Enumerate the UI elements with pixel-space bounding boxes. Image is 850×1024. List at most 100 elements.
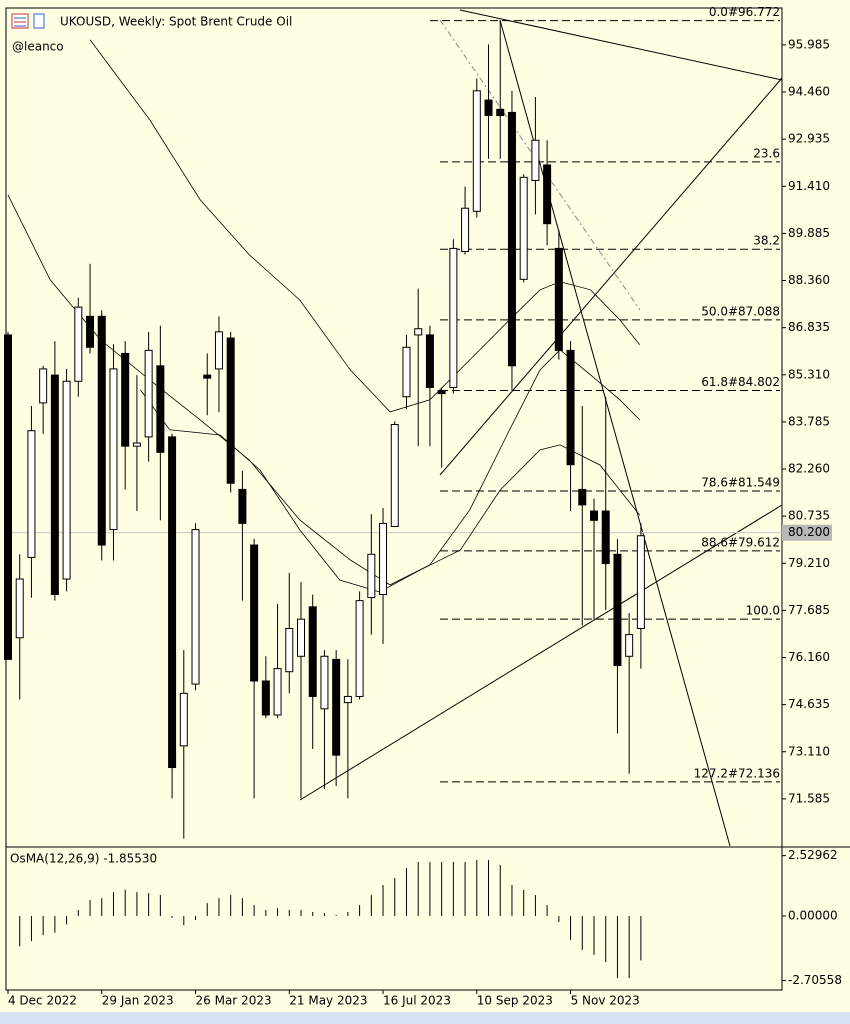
x-tick-label: 5 Nov 2023: [571, 994, 640, 1008]
y-tick-label: 91.410: [788, 179, 830, 193]
candle-body: [414, 328, 423, 336]
candle-body: [144, 349, 153, 438]
last-price-label: 80.200: [788, 525, 830, 539]
x-tick-label: 29 Jan 2023: [102, 994, 174, 1008]
candle-body: [613, 553, 622, 667]
y-tick-label: 0.00000: [788, 909, 838, 923]
candle-body: [590, 510, 599, 521]
candle-body: [39, 368, 48, 404]
candle-body: [601, 510, 610, 565]
candle-body: [109, 368, 118, 531]
candle-body: [226, 337, 235, 484]
candle-body: [121, 352, 130, 447]
candle-body: [191, 529, 200, 685]
candle-body: [519, 176, 528, 280]
chart-title: UKOUSD, Weekly: Spot Brent Crude Oil: [60, 15, 292, 29]
candle-body: [285, 627, 294, 673]
y-tick-label: 80.735: [788, 509, 830, 523]
candle-body: [3, 334, 12, 660]
candle-body: [320, 655, 329, 710]
candle-body: [261, 680, 270, 716]
candle-body: [97, 315, 106, 546]
y-tick-label: 76.160: [788, 650, 830, 664]
fib-label: 88.6#79.612: [701, 535, 780, 549]
fib-label: 0.0#96.772: [709, 5, 780, 19]
candle-body: [179, 692, 188, 747]
candle-body: [332, 658, 341, 756]
y-tick-label: 83.785: [788, 414, 830, 428]
candle-body: [461, 207, 470, 252]
fib-label: 100.0: [746, 604, 780, 618]
y-tick-label: 85.310: [788, 367, 830, 381]
candle-body: [214, 331, 223, 370]
y-tick-label: 74.635: [788, 697, 830, 711]
candle-body: [86, 315, 95, 348]
trendline: [459, 9, 783, 81]
candle-body: [132, 442, 141, 447]
y-tick-label: 88.360: [788, 273, 830, 287]
y-tick-label: 82.260: [788, 462, 830, 476]
candle-body: [636, 535, 645, 629]
y-tick-label: 89.885: [788, 226, 830, 240]
candle-body: [379, 522, 388, 595]
y-tick-label: 92.935: [788, 132, 830, 146]
candle-body: [507, 111, 516, 367]
candle-body: [425, 334, 434, 388]
candle-body: [62, 380, 71, 580]
fib-label: 38.2: [753, 234, 780, 248]
candle-body: [27, 430, 36, 558]
candle-body: [168, 436, 177, 769]
y-tick-label: 95.985: [788, 37, 830, 51]
indicator-title: OsMA(12,26,9) -1.85530: [10, 852, 157, 866]
fib-label: 61.8#84.802: [701, 375, 780, 389]
candle-body: [437, 390, 446, 395]
last-price-box: [782, 524, 832, 541]
trendline: [439, 19, 641, 311]
candle-body: [296, 618, 305, 657]
y-tick-label: 2.52962: [788, 848, 838, 862]
candle-body: [566, 349, 575, 466]
candle-body: [15, 578, 24, 639]
candle-body: [273, 668, 282, 716]
x-tick-label: 10 Sep 2023: [477, 994, 553, 1008]
candle-body: [74, 306, 83, 382]
fib-label: 78.6#81.549: [701, 475, 780, 489]
candle-body: [367, 553, 376, 599]
icon-doc: [33, 13, 45, 29]
fib-label: 23.6: [753, 146, 780, 160]
candle-body: [203, 374, 212, 379]
candle-body: [472, 90, 481, 212]
y-tick-label: 71.585: [788, 791, 830, 805]
y-tick-label: 77.685: [788, 603, 830, 617]
candle-body: [484, 99, 493, 117]
x-tick-label: 21 May 2023: [289, 994, 367, 1008]
y-tick-label: -2.70558: [788, 973, 842, 987]
candle-body: [308, 606, 317, 697]
chart-subtitle: @leanco: [12, 40, 64, 54]
candle-body: [578, 488, 587, 506]
x-tick-label: 4 Dec 2022: [8, 994, 77, 1008]
candle-body: [390, 424, 399, 527]
y-tick-label: 73.110: [788, 744, 830, 758]
y-tick-label: 86.835: [788, 320, 830, 334]
fib-label: 127.2#72.136: [694, 766, 780, 780]
trendline: [299, 504, 783, 801]
candle-body: [355, 600, 364, 697]
x-tick-label: 26 Mar 2023: [196, 994, 272, 1008]
app-icon: [11, 13, 45, 29]
candle-body: [496, 108, 505, 117]
candle-body: [531, 139, 540, 181]
candle-body: [238, 488, 247, 524]
bottom-strip: [0, 1012, 850, 1024]
candle-body: [625, 634, 634, 657]
y-tick-label: 79.210: [788, 556, 830, 570]
candle-body: [50, 374, 59, 595]
trendline: [439, 77, 783, 476]
candle-body: [449, 247, 458, 388]
candle-body: [554, 247, 563, 351]
y-tick-label: 94.460: [788, 85, 830, 99]
x-tick-label: 16 Jul 2023: [383, 994, 451, 1008]
candle-body: [343, 695, 352, 704]
